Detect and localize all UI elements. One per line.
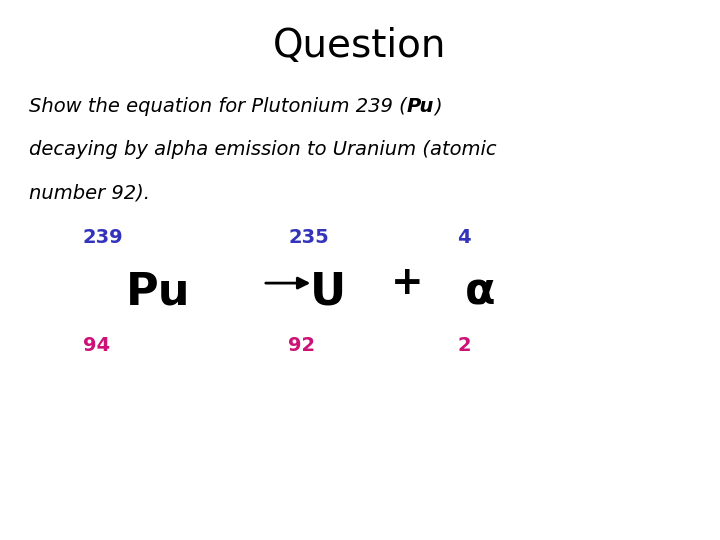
Text: number 92).: number 92). (29, 184, 150, 202)
Text: 235: 235 (288, 228, 329, 247)
Text: U: U (310, 270, 346, 313)
Text: 239: 239 (83, 228, 123, 247)
Text: ): ) (434, 97, 441, 116)
Text: 4: 4 (457, 228, 471, 247)
Text: 94: 94 (83, 336, 110, 355)
Text: Question: Question (274, 27, 446, 65)
Text: α: α (464, 270, 495, 313)
Text: +: + (390, 265, 423, 302)
Text: Pu: Pu (407, 97, 434, 116)
Text: 2: 2 (457, 336, 471, 355)
Text: 92: 92 (288, 336, 315, 355)
Text: Pu: Pu (126, 270, 191, 313)
Text: Show the equation for Plutonium 239 (: Show the equation for Plutonium 239 ( (29, 97, 407, 116)
Text: decaying by alpha emission to Uranium (atomic: decaying by alpha emission to Uranium (a… (29, 140, 496, 159)
